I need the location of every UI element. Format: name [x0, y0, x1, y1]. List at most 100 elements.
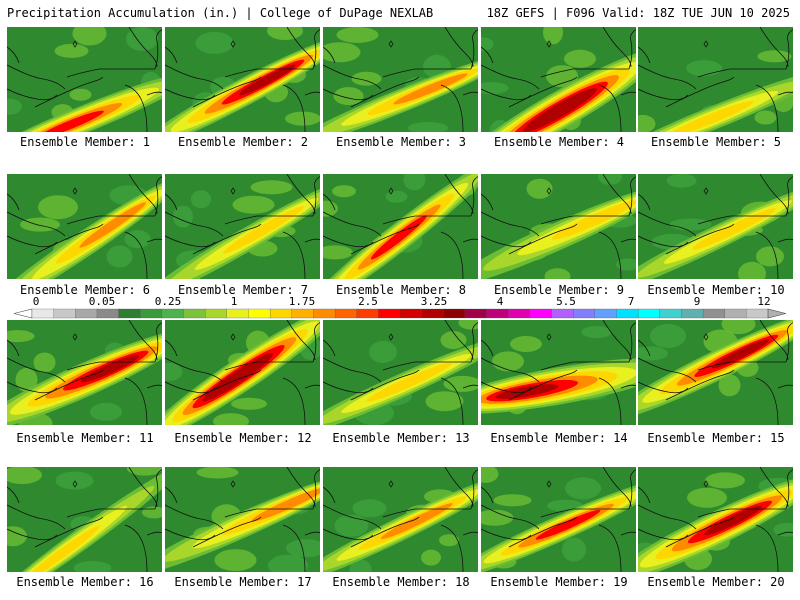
- map-outline: [777, 91, 793, 96]
- precip-patch: [440, 331, 467, 350]
- map-outline: [638, 339, 651, 357]
- colorbar-swatch: [746, 308, 769, 319]
- map-outline: [146, 91, 162, 96]
- precip-patch: [686, 60, 722, 77]
- ensemble-panel-2: [165, 27, 320, 132]
- map-outline: [128, 467, 158, 508]
- map-outline: [759, 467, 789, 508]
- colorbar-swatch: [118, 308, 141, 319]
- precip-patch: [323, 200, 338, 217]
- precip-band: [165, 35, 320, 132]
- map-outline: [66, 508, 100, 518]
- map-outline: [620, 531, 636, 536]
- colorbar-tick-label: 1.75: [288, 295, 316, 308]
- map-marker: [72, 40, 78, 48]
- precip-band: [7, 328, 162, 425]
- precip-patch: [425, 391, 464, 412]
- ensemble-panel-3: [323, 27, 478, 132]
- map-marker: [703, 187, 709, 195]
- map-marker: [388, 480, 394, 488]
- precip-map: [323, 467, 478, 572]
- precip-patch: [669, 218, 712, 231]
- colorbar-swatch: [378, 308, 401, 319]
- map-outline: [540, 508, 574, 518]
- member-caption: Ensemble Member: 13: [332, 431, 470, 445]
- map-outline: [146, 238, 162, 243]
- ensemble-panel-16: [7, 467, 162, 572]
- map-outline: [350, 223, 420, 255]
- precip-patch: [565, 477, 601, 500]
- precip-map: [481, 320, 636, 425]
- colorbar-right-arrow: [767, 308, 787, 319]
- precip-patch: [332, 185, 356, 198]
- map-outline: [462, 238, 478, 243]
- map-marker: [703, 40, 709, 48]
- precip-patch: [481, 82, 509, 95]
- map-marker: [230, 40, 236, 48]
- colorbar-tick-label: 0.05: [88, 295, 116, 308]
- map-marker: [546, 480, 552, 488]
- ensemble-panel-13: [323, 320, 478, 425]
- map-outline: [282, 84, 306, 132]
- precip-patch: [231, 397, 267, 410]
- member-caption: Ensemble Member: 9: [493, 283, 625, 297]
- precip-map: [165, 27, 320, 132]
- precip-map: [323, 27, 478, 132]
- map-outline: [165, 357, 224, 383]
- map-outline: [440, 231, 464, 279]
- precip-patch: [666, 174, 697, 188]
- map-outline: [638, 357, 697, 383]
- map-outline: [128, 27, 158, 68]
- colorbar-swatch: [248, 308, 271, 319]
- precip-patch: [7, 98, 22, 115]
- map-outline: [444, 467, 474, 508]
- precip-patch: [757, 50, 792, 63]
- map-outline: [759, 174, 789, 215]
- precip-patch: [333, 87, 364, 106]
- precip-patch: [323, 245, 353, 260]
- ensemble-panel-20: [638, 467, 793, 572]
- precip-patch: [69, 88, 92, 101]
- colorbar-left-arrow: [13, 308, 33, 319]
- map-outline: [323, 486, 336, 504]
- map-outline: [440, 377, 464, 425]
- colorbar-swatch: [616, 308, 639, 319]
- ensemble-panel-5: [638, 27, 793, 132]
- precip-patch: [267, 27, 303, 40]
- map-outline: [602, 320, 632, 361]
- colorbar-swatch: [551, 308, 574, 319]
- ensemble-panel-14: [481, 320, 636, 425]
- colorbar-tick-label: 5.5: [556, 295, 576, 308]
- precip-patch: [336, 27, 379, 43]
- map-outline: [7, 64, 66, 90]
- precip-patch: [756, 246, 784, 267]
- map-outline: [192, 223, 262, 255]
- map-marker: [388, 187, 394, 195]
- map-outline: [481, 357, 540, 383]
- member-caption: Ensemble Member: 5: [650, 135, 782, 149]
- precip-patch: [127, 467, 162, 476]
- member-caption: Ensemble Member: 15: [647, 431, 785, 445]
- colorbar-tick-label: 0.25: [154, 295, 182, 308]
- map-outline: [638, 64, 697, 90]
- precip-map: [323, 174, 478, 279]
- precip-band: [165, 320, 320, 425]
- colorbar-swatch: [573, 308, 596, 319]
- precip-map: [638, 174, 793, 279]
- colorbar-tick-label: 3.25: [420, 295, 448, 308]
- map-outline: [7, 46, 20, 64]
- precip-contour: [711, 339, 770, 369]
- map-outline: [350, 76, 420, 108]
- map-outline: [665, 223, 735, 255]
- colorbar-swatch: [31, 308, 55, 319]
- colorbar-swatch: [637, 308, 661, 319]
- map-outline: [462, 91, 478, 96]
- precip-patch: [7, 330, 35, 343]
- precip-patch: [196, 467, 239, 479]
- precip-patch: [481, 509, 514, 526]
- precip-patch: [250, 180, 293, 195]
- precip-map: [481, 27, 636, 132]
- precip-map: [7, 27, 162, 132]
- map-outline: [382, 508, 416, 518]
- map-outline: [350, 516, 420, 548]
